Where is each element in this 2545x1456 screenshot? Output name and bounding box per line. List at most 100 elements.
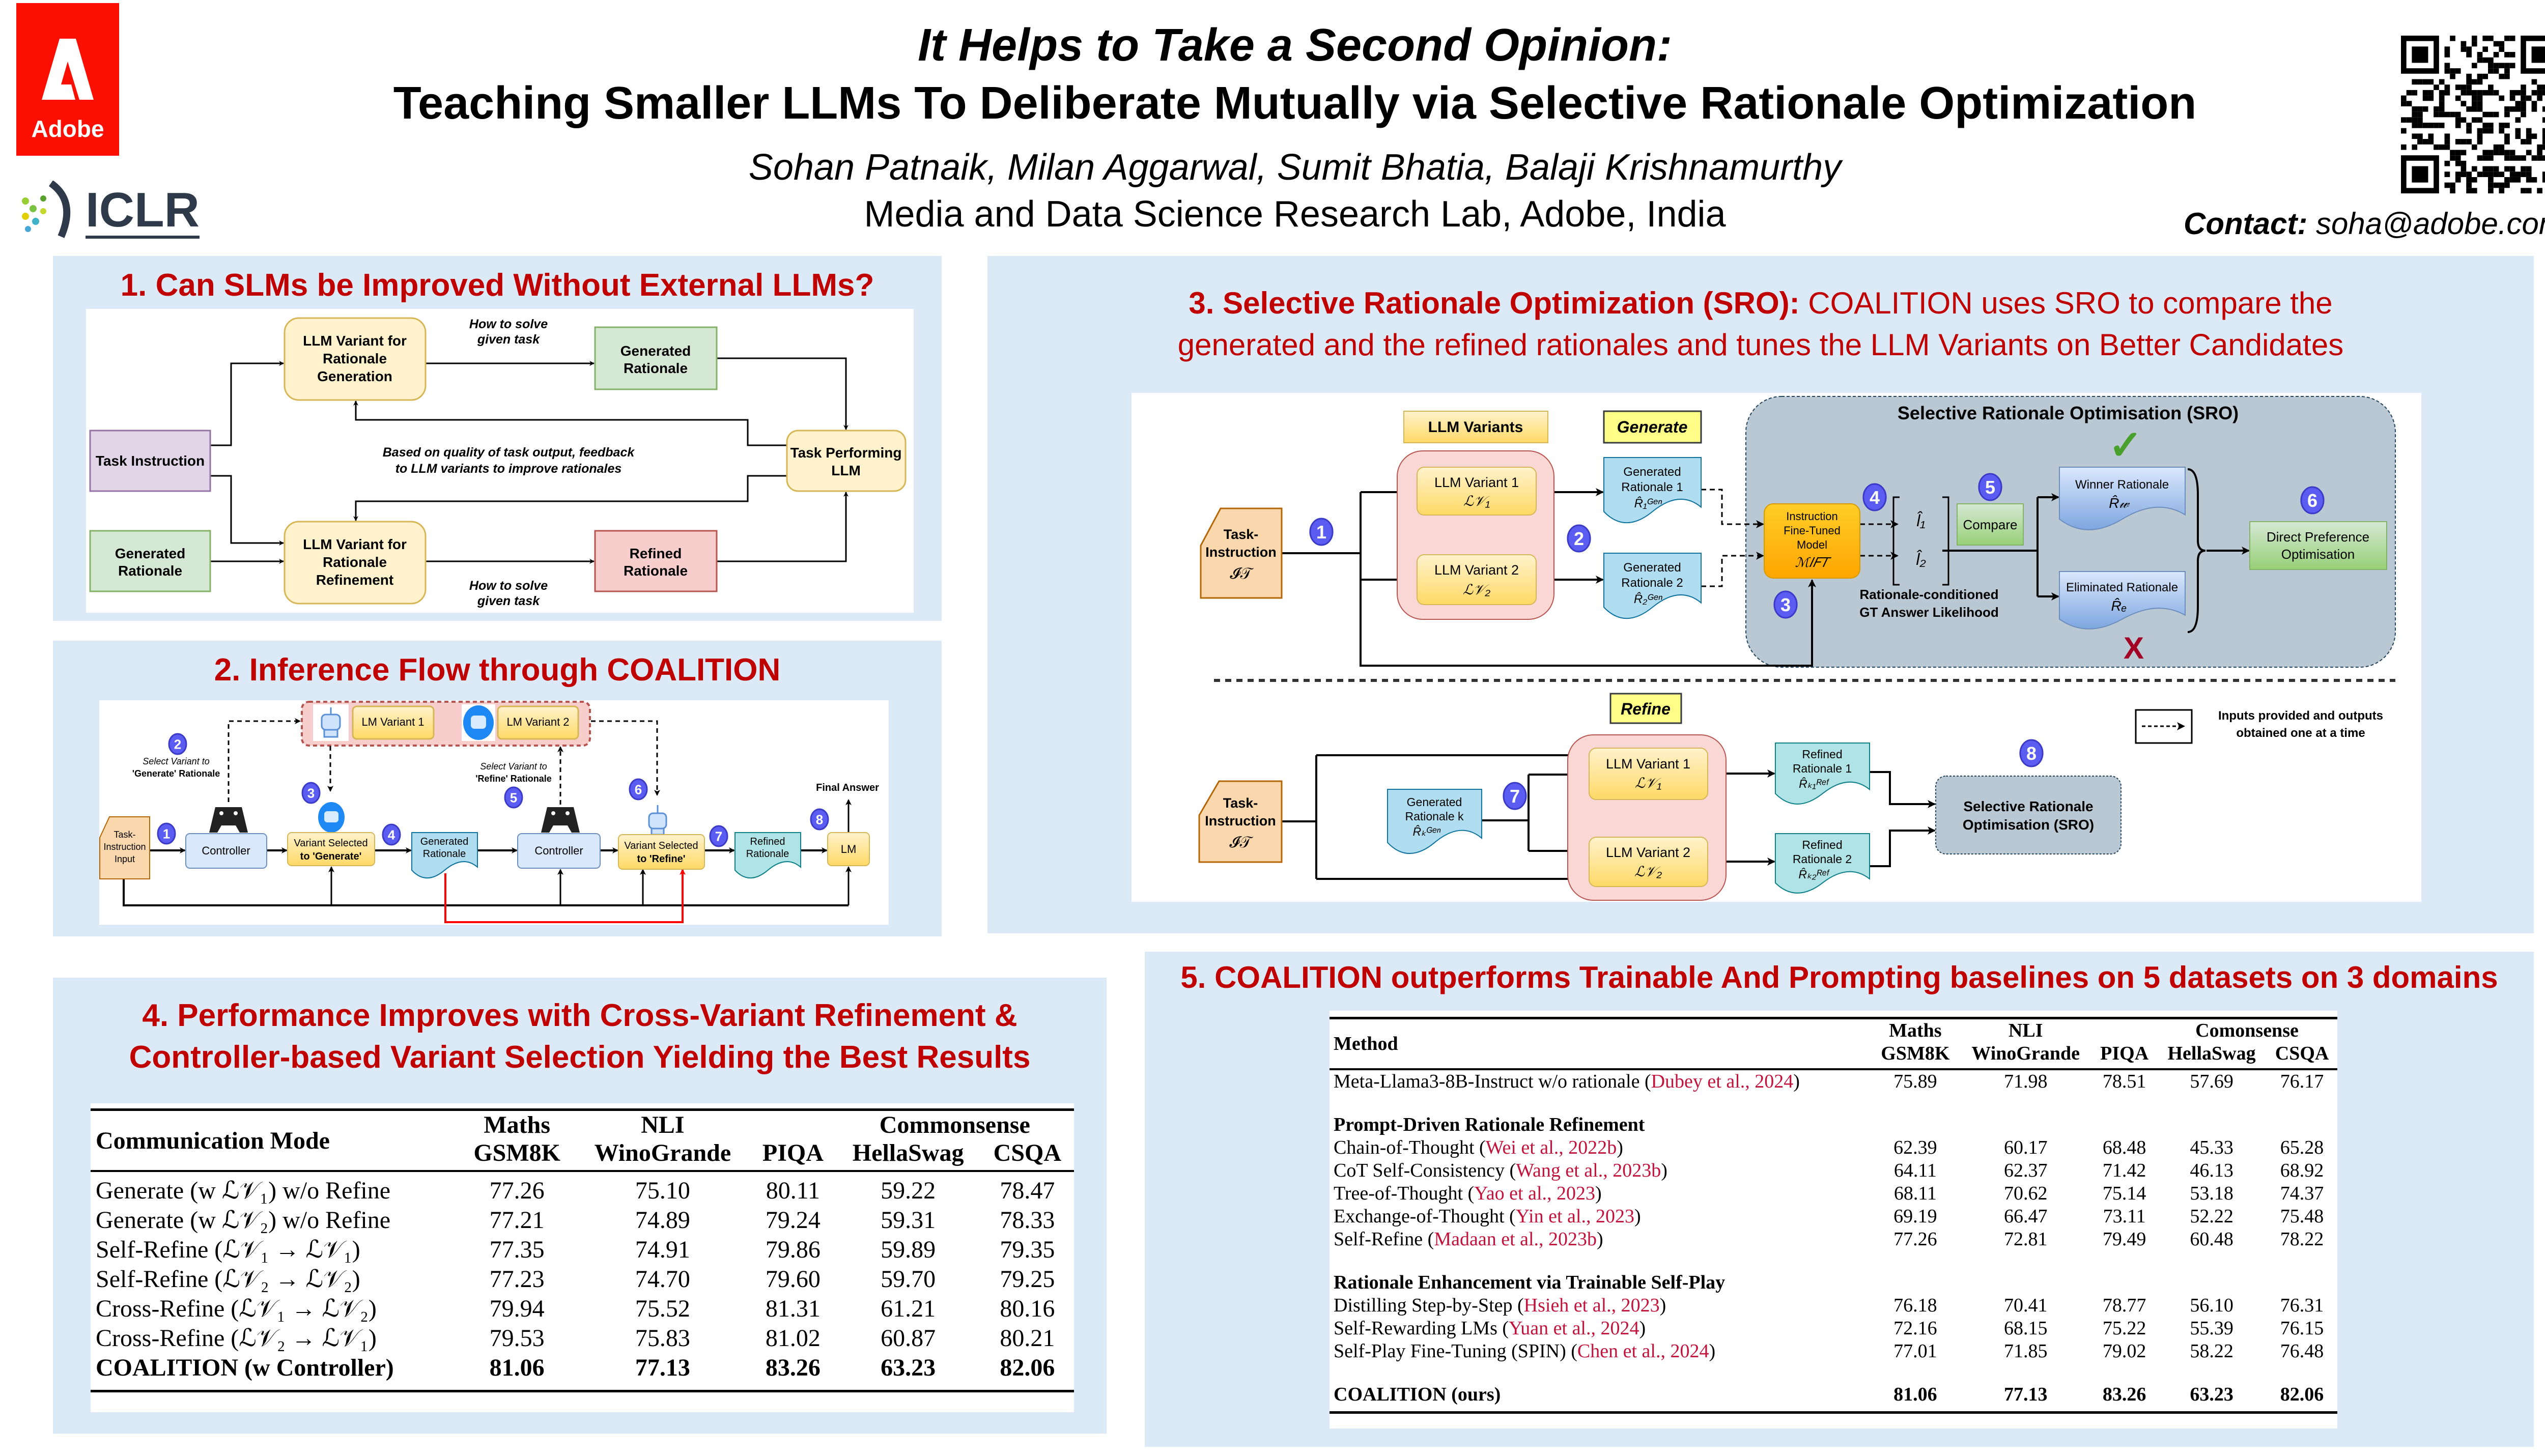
cell-value: 52.22 xyxy=(2190,1206,2233,1227)
row-label: Meta-Llama3-8B-Instruct w/o rationale Du… xyxy=(1330,1069,1872,1093)
robot-blue-icon xyxy=(318,802,345,833)
dpo-label: Direct Preference xyxy=(2267,529,2369,545)
ift-model-label-3: Model xyxy=(1797,538,1827,551)
step-3-marker xyxy=(301,782,321,804)
svg-text:Refined: Refined xyxy=(630,546,682,561)
adobe-logo: Adobe xyxy=(16,3,119,156)
svg-text:Refinement: Refinement xyxy=(316,572,393,588)
qr-code[interactable] xyxy=(2398,36,2545,193)
likelihood-l1: l̂₁ xyxy=(1916,511,1925,530)
lm-label: LM xyxy=(841,843,857,855)
citation-link[interactable]: Madaan et al., 2023b xyxy=(1434,1229,1597,1250)
cell-value: 59.70 xyxy=(881,1266,936,1293)
table-row: Chain-of-Thought Wei et al., 2022b 62.39 6… xyxy=(1330,1136,2337,1159)
ift-model-symbol: ℳ𝐼𝐹𝑇 xyxy=(1795,555,1832,570)
winner-rationale-doc xyxy=(2059,467,2186,530)
sro-flow-arrows xyxy=(1282,468,2250,667)
variant-selected-refine-box xyxy=(618,834,705,870)
citation-link[interactable]: Chen et al., 2024 xyxy=(1577,1340,1709,1362)
cell-value: 78.22 xyxy=(2280,1229,2324,1250)
ref-r2-label: Refined xyxy=(1802,838,1842,851)
cell-value: 74.91 xyxy=(635,1236,690,1263)
step-markers: 1 2 3 4 5 6 7 8 xyxy=(157,733,829,847)
row-name: CoT Self-Consistency xyxy=(1334,1160,1510,1181)
eliminated-rationale-label: Eliminated Rationale xyxy=(2066,581,2178,594)
table-row: Generate (w ℒ𝒱₁) w/o Refine 77.26 75.10 80.… xyxy=(91,1176,1074,1206)
row-label: Cross-Refine (ℒ𝒱₂ → ℒ𝒱₁) xyxy=(91,1324,459,1353)
generated-rationale-2-doc xyxy=(1603,553,1702,619)
variant-selected-generate-box xyxy=(287,832,375,866)
svg-text:obtained one at a time: obtained one at a time xyxy=(2236,726,2365,740)
citation-link[interactable]: Wei et al., 2022b xyxy=(1485,1137,1617,1158)
group-header: NLI xyxy=(641,1111,685,1138)
group-header: Comonsense xyxy=(2195,1020,2299,1041)
table-row: Self-Rewarding LMs Yuan et al., 2024 72.1… xyxy=(1330,1317,2337,1340)
section-1-panel: 1. Can SLMs be Improved Without External… xyxy=(53,256,942,621)
cell-value: 73.11 xyxy=(2103,1206,2146,1227)
cell-value: 78.77 xyxy=(2102,1295,2146,1316)
table-row: Tree-of-Thought Yao et al., 2023 68.11 70.… xyxy=(1330,1182,2337,1205)
row-label: COALITION (ours) xyxy=(1330,1383,1872,1406)
adobe-logo-text: Adobe xyxy=(31,116,104,142)
row-name: Distilling Step-by-Step xyxy=(1334,1295,1517,1316)
section-4-title: 4. Performance Improves with Cross-Varia… xyxy=(53,995,1107,1078)
refined-rationale-1-doc xyxy=(1775,743,1870,805)
sro-box-label-2: Optimisation (SRO) xyxy=(1963,817,2094,833)
contact-email[interactable]: soha@adobe.com xyxy=(2315,207,2545,241)
step-number: 3 xyxy=(307,785,315,801)
gen-rk-label-2: Rationale k xyxy=(1405,810,1464,823)
cell-value: 59.31 xyxy=(881,1207,936,1234)
select-refine-label: Select Variant to xyxy=(480,761,547,772)
section-1-title: 1. Can SLMs be Improved Without External… xyxy=(120,268,874,303)
row-name: Chain-of-Thought xyxy=(1334,1137,1480,1158)
svg-text:Rationale: Rationale xyxy=(323,351,387,366)
check-icon: ✓ xyxy=(2108,422,2142,468)
svg-text:Rationale: Rationale xyxy=(118,563,182,579)
svg-text:Instruction: Instruction xyxy=(1205,813,1276,829)
ref-r2-label-2: Rationale 2 xyxy=(1793,852,1852,866)
section-3-title-bold: 3. Selective Rationale Optimization (SRO… xyxy=(1189,286,1800,320)
row-label: Generate (w ℒ𝒱₁) w/o Refine xyxy=(91,1176,459,1206)
refine-label-text: Refine xyxy=(1621,700,1671,718)
col-header-gsm8k: GSM8K xyxy=(473,1139,560,1166)
cell-value: 79.94 xyxy=(489,1295,545,1322)
section-3-diagram: Selective Rationale Optimisation (SRO) T… xyxy=(1132,393,2421,902)
step-6-marker xyxy=(629,778,648,801)
winner-rationale-symbol: R̂𝓌 xyxy=(2109,495,2130,511)
cell-value: 68.11 xyxy=(1893,1183,1937,1204)
cell-value: 79.49 xyxy=(2102,1229,2146,1250)
citation-link[interactable]: Hsieh et al., 2023 xyxy=(1523,1295,1660,1316)
cell-value: 75.14 xyxy=(2102,1183,2146,1204)
section-3-panel: 3. Selective Rationale Optimization (SRO… xyxy=(987,256,2534,933)
red-rationale-arrow xyxy=(444,869,686,923)
svg-text:to LLM variants to improve rat: to LLM variants to improve rationales xyxy=(395,462,622,476)
cell-value: 70.41 xyxy=(2003,1295,2048,1316)
refined-rationale-box: Refined Rationale xyxy=(594,530,718,592)
step-3-marker xyxy=(1773,590,1798,619)
controller-1-box xyxy=(185,833,267,869)
step-markers: 1 2 3 4 5 6 7 8 xyxy=(1309,473,2325,810)
cell-value: 59.22 xyxy=(881,1177,936,1204)
cell-value: 71.85 xyxy=(2003,1340,2048,1362)
cell-value: 77.23 xyxy=(489,1266,545,1293)
citation-link[interactable]: Yao et al., 2023 xyxy=(1474,1183,1596,1204)
svg-text:Generation: Generation xyxy=(317,368,392,384)
refine-llm-variant-1-box xyxy=(1589,748,1708,800)
dpo-label-2: Optimisation xyxy=(2281,547,2355,562)
svg-text:Task Instruction: Task Instruction xyxy=(96,453,205,469)
sro-box xyxy=(1935,776,2122,854)
step-number: 2 xyxy=(1574,528,1584,549)
citation-link[interactable]: Yuan et al., 2024 xyxy=(1509,1318,1639,1339)
step-number: 1 xyxy=(1316,522,1326,543)
step-5-marker xyxy=(504,786,523,809)
cell-value: 80.16 xyxy=(1000,1295,1055,1322)
row-name: COALITION (w Controller) xyxy=(96,1354,394,1381)
row-label: CoT Self-Consistency Wang et al., 2023b xyxy=(1330,1159,1872,1182)
sro-box-label: Selective Rationale xyxy=(1963,798,2093,814)
citation-link[interactable]: Dubey et al., 2024 xyxy=(1651,1071,1794,1092)
sro-region xyxy=(1745,396,2396,668)
citation-link[interactable]: Yin et al., 2023 xyxy=(1515,1206,1634,1227)
sro-title: Selective Rationale Optimisation (SRO) xyxy=(1898,403,2239,423)
citation-link[interactable]: Wang et al., 2023b xyxy=(1516,1160,1661,1181)
cell-value: 79.25 xyxy=(1000,1266,1055,1293)
